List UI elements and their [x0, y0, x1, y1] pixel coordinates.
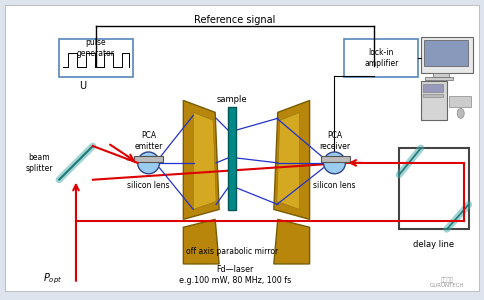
Polygon shape: [183, 100, 219, 219]
Bar: [320, 156, 350, 162]
Text: off axis parabolic mirror: off axis parabolic mirror: [186, 247, 278, 256]
Bar: [423, 94, 443, 97]
Polygon shape: [274, 100, 310, 219]
Bar: [399, 148, 469, 229]
Polygon shape: [277, 112, 300, 209]
Bar: [449, 95, 470, 107]
Polygon shape: [274, 219, 310, 264]
Bar: [423, 84, 443, 92]
Text: Fd—laser
e.g.100 mW, 80 MHz, 100 fs: Fd—laser e.g.100 mW, 80 MHz, 100 fs: [179, 265, 291, 284]
Text: lock-in
amplifier: lock-in amplifier: [364, 48, 398, 68]
Text: U: U: [79, 81, 87, 91]
Bar: [421, 37, 473, 73]
Bar: [228, 107, 236, 210]
Text: 固晶光电
GURUNTECH: 固晶光电 GURUNTECH: [429, 277, 464, 289]
Bar: [424, 40, 468, 66]
Text: silicon lens: silicon lens: [313, 181, 356, 190]
Text: PCA
receiver: PCA receiver: [319, 131, 350, 151]
Bar: [134, 156, 164, 162]
Text: sample: sample: [217, 95, 247, 104]
Circle shape: [323, 152, 346, 174]
Text: beam
splitter: beam splitter: [26, 153, 53, 172]
Text: PCA
emitter: PCA emitter: [135, 131, 163, 151]
Bar: [433, 73, 449, 77]
Text: $P_{opt}$: $P_{opt}$: [44, 272, 63, 286]
Text: Reference signal: Reference signal: [195, 15, 276, 25]
Polygon shape: [183, 219, 219, 264]
Text: delay line: delay line: [413, 240, 454, 249]
Bar: [345, 39, 418, 77]
Polygon shape: [193, 112, 216, 209]
Bar: [425, 77, 453, 80]
Text: pulse
generator: pulse generator: [77, 38, 115, 58]
Text: silicon lens: silicon lens: [127, 181, 170, 190]
Circle shape: [137, 152, 159, 174]
Bar: [421, 81, 447, 120]
Ellipse shape: [457, 108, 464, 118]
Bar: [59, 39, 133, 77]
